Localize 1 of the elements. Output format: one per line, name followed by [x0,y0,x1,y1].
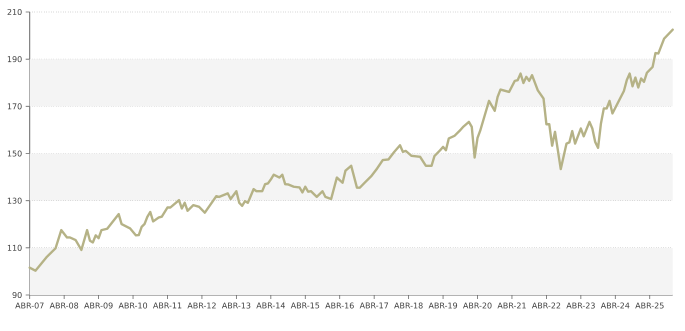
line-series [28,28,674,272]
